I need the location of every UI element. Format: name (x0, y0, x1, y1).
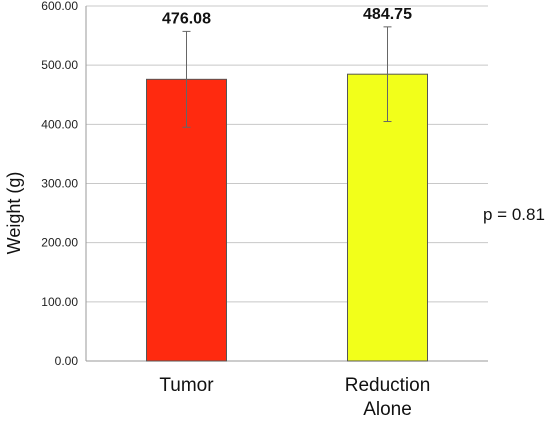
error-bars (182, 26, 392, 128)
bars (146, 73, 428, 362)
x-tick-label-line: Alone (363, 399, 412, 420)
x-tick-label: Reduction Alone (345, 375, 431, 420)
y-axis-label: Weight (g) (4, 172, 24, 255)
y-tick-label: 500.00 (41, 58, 78, 72)
data-labels: 476.08 484.75 (162, 6, 412, 28)
y-tick-label: 200.00 (41, 236, 78, 250)
error-bar (182, 30, 191, 128)
y-tick-label: 300.00 (41, 177, 78, 191)
data-label: 484.75 (363, 6, 412, 23)
x-tick-labels: Tumor Reduction Alone (159, 375, 430, 420)
y-tick-label: 600.00 (41, 0, 78, 13)
y-tick-label: 0.00 (55, 354, 79, 368)
error-bar (383, 26, 392, 123)
x-tick-label-line: Tumor (159, 375, 214, 396)
p-value-annotation: p = 0.81 (483, 205, 545, 224)
x-tick-label: Tumor (159, 375, 214, 396)
y-tick-label: 100.00 (41, 295, 78, 309)
x-tick-label-line: Reduction (345, 375, 431, 396)
y-tick-labels: 0.00 100.00 200.00 300.00 400.00 500.00 600.00 (41, 0, 78, 368)
data-label: 476.08 (162, 10, 211, 27)
y-tick-label: 400.00 (41, 117, 78, 131)
